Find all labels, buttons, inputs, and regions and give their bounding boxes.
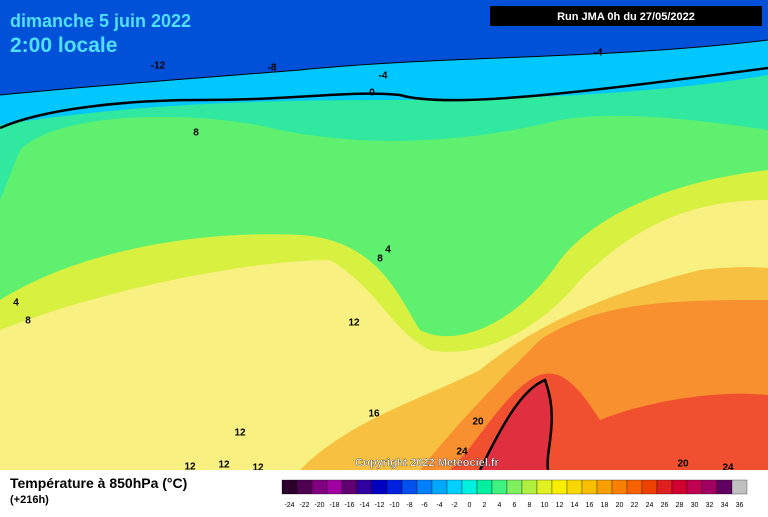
contour-label: 20 bbox=[472, 417, 484, 428]
run-box bbox=[490, 6, 762, 26]
contour-label: 8 bbox=[377, 254, 383, 265]
colorbar-label: -10 bbox=[389, 502, 399, 509]
contour-label: 12 bbox=[218, 460, 230, 471]
color-swatch bbox=[476, 479, 493, 495]
color-swatch bbox=[656, 479, 673, 495]
colorbar-label: -6 bbox=[421, 502, 427, 509]
colorbar: -24 -22 -20 -18 -16 -14 -12 -10 -8 -6 -4 -2 0 2 4 6 8 10 1… bbox=[281, 479, 748, 509]
contour-label: 12 bbox=[234, 428, 246, 439]
colorbar-label: 22 bbox=[631, 502, 639, 509]
color-swatch bbox=[311, 479, 328, 495]
contour-label: 24 bbox=[722, 463, 734, 474]
contour-label: 4 bbox=[385, 245, 391, 256]
contour-label: -8 bbox=[268, 63, 277, 74]
colorbar-label: -16 bbox=[344, 502, 354, 509]
color-swatch bbox=[596, 479, 613, 495]
color-swatch bbox=[431, 479, 448, 495]
color-swatch bbox=[281, 479, 298, 495]
contour-label: -12 bbox=[151, 61, 166, 72]
contour-label: 12 bbox=[348, 318, 360, 329]
color-swatch bbox=[506, 479, 523, 495]
colorbar-label: 2 bbox=[483, 502, 487, 509]
color-swatch bbox=[326, 479, 343, 495]
time: 2:00 locale bbox=[10, 34, 117, 57]
colorbar-label: 36 bbox=[736, 502, 744, 509]
copyright: Copyright 2022 Meteociel.fr bbox=[355, 457, 499, 469]
contour-label: 12 bbox=[184, 462, 196, 473]
run-info: Run JMA 0h du 27/05/2022 bbox=[557, 11, 695, 23]
colorbar-label: -2 bbox=[451, 502, 457, 509]
color-swatch bbox=[341, 479, 358, 495]
color-swatch bbox=[296, 479, 313, 495]
colorbar-label: 34 bbox=[721, 502, 729, 509]
color-swatch bbox=[641, 479, 658, 495]
legend-title: Température à 850hPa (°C) bbox=[10, 475, 187, 491]
colorbar-label: 26 bbox=[661, 502, 669, 509]
colorbar-label: -4 bbox=[436, 502, 442, 509]
colorbar-label: 6 bbox=[513, 502, 517, 509]
color-swatch bbox=[686, 479, 703, 495]
color-swatch bbox=[386, 479, 403, 495]
color-swatch bbox=[731, 479, 748, 495]
contour-label: 4 bbox=[13, 298, 19, 309]
color-swatch bbox=[566, 479, 583, 495]
color-swatch bbox=[416, 479, 433, 495]
lead-time: (+216h) bbox=[10, 494, 49, 506]
contour-label: 16 bbox=[368, 409, 380, 420]
colorbar-label: 4 bbox=[498, 502, 502, 509]
color-swatch bbox=[521, 479, 538, 495]
colorbar-label: 24 bbox=[646, 502, 654, 509]
color-swatch bbox=[581, 479, 598, 495]
colorbar-label: -20 bbox=[314, 502, 324, 509]
contour-label: 0 bbox=[369, 88, 375, 99]
colorbar-label: 28 bbox=[676, 502, 684, 509]
colorbar-label: -22 bbox=[299, 502, 309, 509]
color-swatch bbox=[716, 479, 733, 495]
colorbar-label: 18 bbox=[601, 502, 609, 509]
colorbar-label: 14 bbox=[571, 502, 579, 509]
contour-label: 12 bbox=[252, 463, 264, 474]
colorbar-label: 20 bbox=[616, 502, 624, 509]
colorbar-label: -12 bbox=[374, 502, 384, 509]
contour-label: 24 bbox=[456, 447, 468, 458]
color-swatch bbox=[701, 479, 718, 495]
contour-label: 8 bbox=[193, 128, 199, 139]
date: dimanche 5 juin 2022 bbox=[10, 11, 191, 31]
colorbar-label: 10 bbox=[541, 502, 549, 509]
color-swatch bbox=[461, 479, 478, 495]
colorbar-label: 12 bbox=[556, 502, 564, 509]
colorbar-label: 8 bbox=[528, 502, 532, 509]
contour-label: -4 bbox=[594, 48, 603, 59]
colorbar-label: -18 bbox=[329, 502, 339, 509]
temperature-field bbox=[0, 0, 768, 471]
color-swatch bbox=[611, 479, 628, 495]
colorbar-label: 16 bbox=[586, 502, 594, 509]
color-swatch bbox=[671, 479, 688, 495]
contour-label: -4 bbox=[379, 71, 388, 82]
color-swatch bbox=[551, 479, 568, 495]
color-swatch bbox=[356, 479, 373, 495]
colorbar-label: 32 bbox=[706, 502, 714, 509]
color-swatch bbox=[371, 479, 388, 495]
colorbar-label: -14 bbox=[359, 502, 369, 509]
color-swatch bbox=[446, 479, 463, 495]
color-swatch bbox=[626, 479, 643, 495]
colorbar-label: -24 bbox=[284, 502, 294, 509]
colorbar-label: 0 bbox=[468, 502, 472, 509]
colorbar-label: 30 bbox=[691, 502, 699, 509]
contour-label: 8 bbox=[25, 316, 31, 327]
contour-label: 20 bbox=[677, 459, 689, 470]
colorbar-label: -8 bbox=[406, 502, 412, 509]
color-swatch bbox=[401, 479, 418, 495]
color-swatch bbox=[491, 479, 508, 495]
color-swatch bbox=[536, 479, 553, 495]
